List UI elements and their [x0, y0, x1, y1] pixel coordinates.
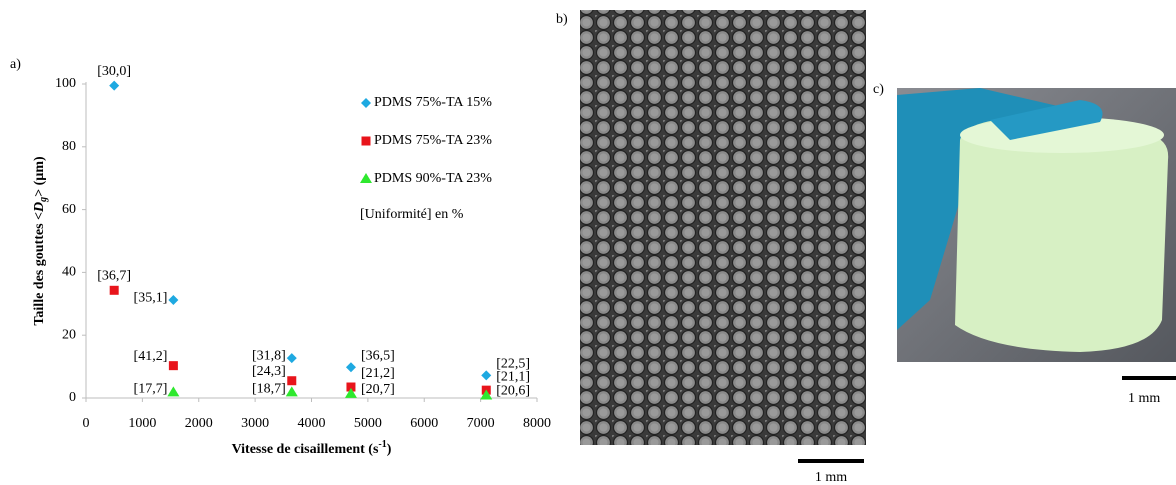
x-axis-title-part: Vitesse de cisaillement (s	[232, 442, 379, 457]
marker	[345, 362, 356, 373]
x-tick-label: 5000	[354, 416, 382, 431]
marker	[344, 387, 357, 398]
x-axis-title: Vitesse de cisaillement (s-1)	[232, 439, 392, 457]
legend-marker	[361, 98, 371, 108]
x-tick-label: 7000	[467, 416, 495, 431]
legend-marker	[360, 173, 372, 183]
legend-label: PDMS 75%-TA 15%	[374, 95, 492, 110]
y-tick-label: 80	[62, 139, 76, 154]
x-tick-label: 6000	[410, 416, 438, 431]
point-label: [18,7]	[252, 382, 286, 397]
point-label: [17,7]	[134, 382, 168, 397]
point-label: [30,0]	[97, 64, 131, 79]
point-label: [20,7]	[361, 382, 395, 397]
point-label: [36,5]	[361, 348, 395, 363]
legend-marker	[361, 136, 371, 146]
x-tick-label: 1000	[128, 416, 156, 431]
marker	[346, 382, 356, 392]
point-label: [24,3]	[252, 364, 286, 379]
y-axis-title-part: > (µm)	[32, 156, 47, 197]
panel-label: b)	[556, 12, 568, 27]
marker	[286, 353, 297, 364]
y-tick-label: 20	[62, 327, 76, 342]
marker	[481, 370, 492, 381]
y-tick-label: 60	[62, 202, 76, 217]
panel-label: c)	[873, 82, 884, 97]
legend-note: [Uniformité] en %	[360, 207, 464, 222]
x-tick-label: 0	[83, 416, 90, 431]
y-tick-label: 40	[62, 265, 76, 280]
legend-label: PDMS 90%-TA 23%	[374, 171, 492, 186]
point-label: [20,6]	[496, 384, 530, 399]
y-axis-title-part: g	[38, 197, 49, 203]
marker	[167, 386, 180, 397]
point-label: [31,8]	[252, 348, 286, 363]
y-axis-title-part: D	[32, 202, 47, 213]
y-axis-title: Taille des gouttes <Dg> (µm)	[32, 156, 49, 326]
marker	[168, 295, 179, 306]
point-label: [21,2]	[361, 366, 395, 381]
marker	[285, 386, 298, 397]
x-axis-title-part: -1	[378, 439, 386, 450]
marker	[480, 389, 493, 400]
scale-text: 1 mm	[1128, 391, 1160, 406]
point-label: [36,7]	[97, 269, 131, 284]
point-label: [21,1]	[496, 369, 530, 384]
y-axis-title-part: Taille des gouttes <	[32, 212, 47, 326]
x-tick-label: 4000	[298, 416, 326, 431]
x-tick-label: 2000	[185, 416, 213, 431]
marker	[109, 285, 119, 295]
legend-label: PDMS 75%-TA 23%	[374, 133, 492, 148]
panel-label: a)	[10, 57, 21, 72]
scale-text: 1 mm	[815, 470, 847, 485]
x-tick-label: 8000	[523, 416, 551, 431]
marker	[109, 80, 120, 91]
marker	[168, 361, 178, 371]
x-axis-title-part: )	[387, 442, 392, 457]
y-tick-label: 0	[69, 390, 76, 405]
point-label: [22,5]	[496, 357, 530, 372]
photo	[897, 88, 1176, 362]
point-label: [35,1]	[134, 290, 168, 305]
point-label: [41,2]	[134, 349, 168, 364]
micrograph	[580, 10, 866, 445]
x-tick-label: 3000	[241, 416, 269, 431]
marker	[287, 376, 297, 386]
y-tick-label: 100	[55, 76, 76, 91]
